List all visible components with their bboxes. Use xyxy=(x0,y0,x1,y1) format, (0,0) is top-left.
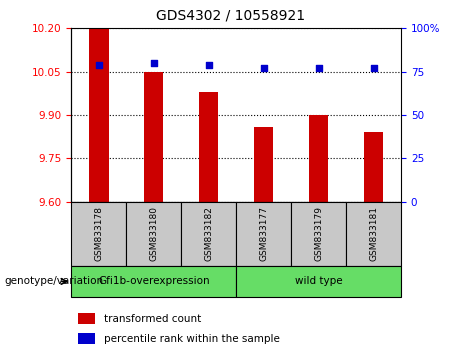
Bar xyxy=(126,202,181,266)
Bar xyxy=(254,127,273,202)
Text: percentile rank within the sample: percentile rank within the sample xyxy=(104,333,280,344)
Point xyxy=(370,65,377,71)
Text: Gfi1b-overexpression: Gfi1b-overexpression xyxy=(98,276,210,286)
Point xyxy=(95,62,103,68)
Bar xyxy=(236,202,291,266)
Text: GDS4302 / 10558921: GDS4302 / 10558921 xyxy=(156,9,305,23)
Text: wild type: wild type xyxy=(295,276,343,286)
Text: genotype/variation: genotype/variation xyxy=(5,276,104,286)
Point xyxy=(260,65,267,71)
Bar xyxy=(89,28,108,202)
Bar xyxy=(236,266,401,297)
Bar xyxy=(71,266,236,297)
Text: GSM833182: GSM833182 xyxy=(204,206,213,261)
Bar xyxy=(364,132,383,202)
Bar xyxy=(181,202,236,266)
Text: GSM833179: GSM833179 xyxy=(314,206,323,261)
Text: GSM833181: GSM833181 xyxy=(369,206,378,261)
Text: GSM833178: GSM833178 xyxy=(95,206,103,261)
Point xyxy=(205,62,213,68)
Bar xyxy=(309,115,328,202)
Bar xyxy=(291,202,346,266)
Bar xyxy=(346,202,401,266)
Bar xyxy=(78,333,95,344)
Text: GSM833177: GSM833177 xyxy=(259,206,268,261)
Text: GSM833180: GSM833180 xyxy=(149,206,159,261)
Bar xyxy=(71,202,126,266)
Bar xyxy=(199,92,219,202)
Bar xyxy=(78,313,95,324)
Bar xyxy=(144,72,164,202)
Point xyxy=(315,65,322,71)
Text: transformed count: transformed count xyxy=(104,314,201,324)
Point xyxy=(150,60,158,66)
